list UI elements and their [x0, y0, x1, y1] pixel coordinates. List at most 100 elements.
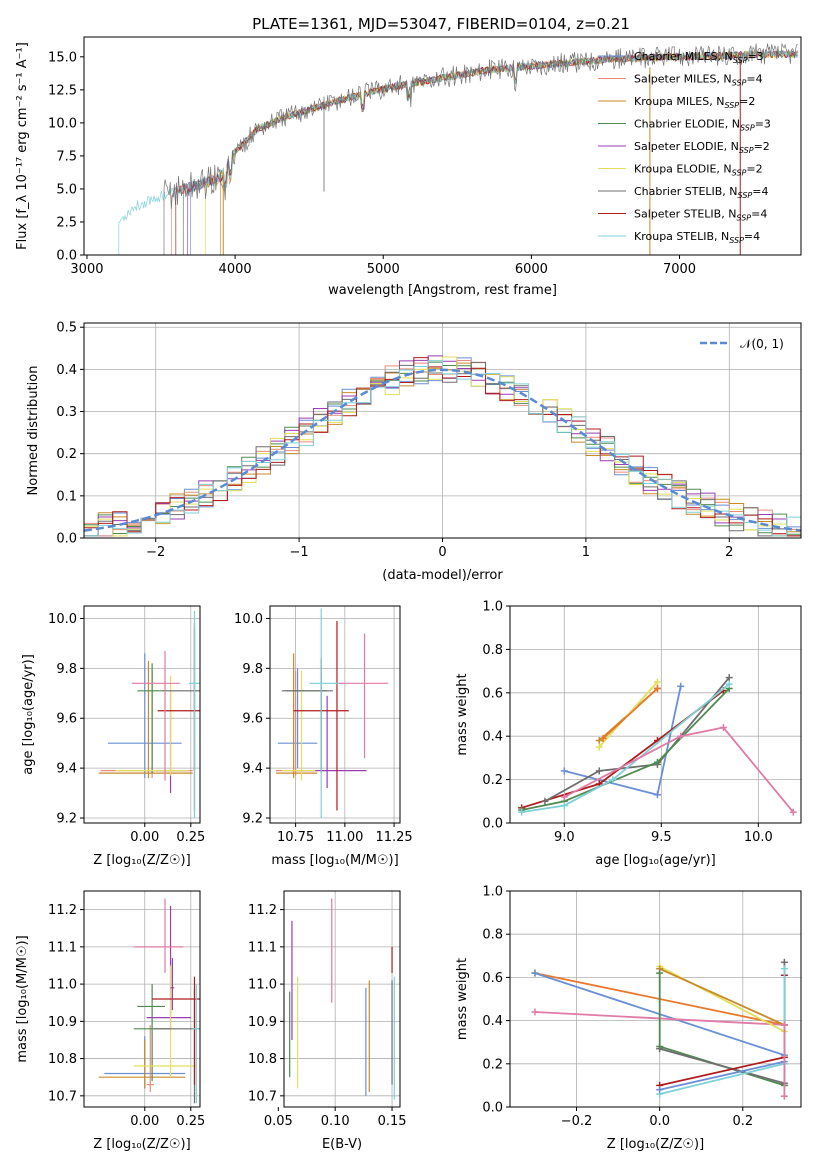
weight-marker [560, 767, 568, 775]
mass-vs-Z-axes [84, 891, 200, 1107]
mass-vs-Z-xlabel: Z [log₁₀(Z/Z☉)] [93, 1137, 190, 1152]
legend-subscript: SSP [736, 214, 751, 223]
residuals-xtick-label: 0 [438, 545, 446, 560]
weight-vs-age-ytick-label: 0.4 [482, 730, 503, 745]
spectrum-xtick-label: 4000 [219, 262, 252, 277]
weight-marker [595, 743, 603, 751]
normal-curve [84, 368, 801, 532]
legend-subscript: SSP [732, 79, 747, 88]
weight-marker [595, 737, 603, 745]
age-vs-mass-ytick-label: 10.0 [234, 612, 263, 627]
weight-marker [780, 958, 788, 966]
age-vs-Z-border [83, 605, 201, 824]
age-vs-mass-axes [270, 606, 400, 823]
weight-vs-Z-ylabel: mass weight [455, 958, 470, 1040]
weight-marker [656, 1045, 664, 1053]
age-vs-mass-xtick-label: 11.00 [326, 830, 363, 845]
spectrum-legend-entry: Salpeter MILES, NSSP=4 [634, 73, 763, 88]
mass-vs-Z-ytick-label: 10.8 [48, 1052, 77, 1067]
mass-vs-ebv-ytick-label: 11.1 [248, 940, 277, 955]
age-vs-mass-ytick-label: 9.4 [242, 762, 263, 777]
weight-vs-age-xlabel: age [log₁₀(age/yr)] [595, 853, 716, 868]
weight-vs-age-border [509, 605, 802, 824]
age-vs-Z-xlabel: Z [log₁₀(Z/Z☉)] [93, 853, 190, 868]
errorbar-point [338, 633, 389, 759]
spectrum-legend-entry: Kroupa STELIB, NSSP=4 [634, 230, 760, 245]
weight-vs-Z-xlabel: Z [log₁₀(Z/Z☉)] [607, 1137, 704, 1152]
mass-vs-ebv-ytick-label: 10.7 [248, 1089, 277, 1104]
mass-vs-Z-ytick-label: 11.1 [48, 940, 77, 955]
legend-subscript: SSP [732, 169, 747, 178]
legend-label-suffix: =3 [755, 118, 771, 131]
residuals-ytick-label: 0.5 [56, 321, 77, 336]
weight-vs-Z-ytick-label: 0.4 [482, 1014, 503, 1029]
mass-vs-ebv-border [283, 890, 401, 1108]
mass-vs-Z-ytick-label: 11.0 [48, 978, 77, 993]
mass-vs-Z-ylabel: mass [log₁₀(M/M☉)] [15, 935, 30, 1062]
histogram-kroupa-stelib [84, 360, 801, 538]
weight-vs-Z-xtick-label: 0.2 [732, 1114, 753, 1129]
spectrum-frame: 3000 4000 5000 6000 7000 0.0 2.5 5.0 7.5 10.0 12.5… [15, 36, 802, 298]
spectrum-title: PLATE=1361, MJD=53047, FIBERID=0104, z=0… [252, 15, 630, 33]
weight-line [521, 687, 730, 811]
weight-marker [531, 969, 539, 977]
legend-label-suffix: =4 [751, 208, 767, 221]
errorbar-point [98, 660, 193, 779]
legend-label-suffix: =4 [752, 185, 768, 198]
weight-vs-Z-ytick-label: 0.6 [482, 971, 503, 986]
weight-line [659, 967, 785, 1026]
errorbar-point [107, 653, 182, 779]
errorbar-point [188, 610, 200, 819]
spectrum-ytick-label: 0.0 [56, 249, 77, 264]
errorbar-point [133, 898, 184, 973]
weight-line [602, 687, 659, 740]
age-vs-mass-xtick-label: 10.75 [277, 830, 314, 845]
weight-marker [725, 674, 733, 682]
weight-vs-Z-ytick-label: 1.0 [482, 885, 503, 900]
legend-subscript: SSP [729, 236, 744, 245]
age-vs-mass-xtick-label: 11.25 [375, 830, 412, 845]
legend-label-text: Chabrier ELODIE, N [634, 118, 740, 131]
errorbar-point [115, 675, 189, 776]
weight-vs-Z-xtick-label: −0.2 [561, 1114, 593, 1129]
mass-vs-ebv-xtick-label: 0.15 [378, 1114, 407, 1129]
errorbar-point [137, 663, 166, 774]
weight-marker [609, 776, 617, 784]
residuals-frame: −2 −1 0 1 2 0.0 0.1 0.2 0.3 0.4 0.5 (data-model)/er… [26, 321, 802, 583]
legend-label-suffix: =4 [746, 73, 762, 86]
weight-marker [531, 1008, 539, 1016]
spectrum-xtick-label: 6000 [515, 262, 548, 277]
weight-vs-age-ytick-label: 1.0 [482, 600, 503, 615]
mass-vs-ebv-ytick-label: 11.0 [248, 978, 277, 993]
residuals-plot-area [84, 355, 801, 538]
residuals-xtick-label: 2 [725, 545, 733, 560]
residuals-xlabel: (data-model)/error [382, 568, 503, 583]
weight-marker [653, 758, 661, 766]
residuals-ylabel: Normed distribution [26, 366, 41, 496]
weight-vs-age-ytick-label: 0.6 [482, 686, 503, 701]
weight-vs-Z-ytick-label: 0.2 [482, 1057, 503, 1072]
weight-marker [656, 1086, 664, 1094]
weight-vs-Z-plot-area [531, 958, 788, 1100]
spectrum-xtick-label: 3000 [70, 262, 103, 277]
legend-label-text: Kroupa MILES, N [634, 95, 724, 108]
weight-line [659, 1060, 785, 1091]
spectrum-xtick-label: 5000 [367, 262, 400, 277]
residuals-xtick-label: 1 [582, 545, 590, 560]
age-vs-Z-ytick-label: 9.8 [56, 662, 77, 677]
weight-marker [595, 767, 603, 775]
legend-label-text: Salpeter STELIB, N [634, 208, 736, 221]
mass-vs-ebv-frame: 0.05 0.10 0.15 10.7 10.8 10.9 11.0 11.1 11.2 E(B-… [248, 890, 407, 1152]
residuals-ytick-label: 0.2 [56, 447, 77, 462]
legend-label-suffix: =2 [754, 140, 770, 153]
age-vs-mass-border [269, 605, 401, 824]
age-vs-Z-ytick-label: 9.4 [56, 762, 77, 777]
legend-subscript: SSP [740, 124, 755, 133]
weight-vs-age-ytick-label: 0.2 [482, 773, 503, 788]
errorbar-point [309, 608, 341, 819]
age-vs-mass-ytick-label: 9.8 [242, 662, 263, 677]
age-vs-Z-ylabel: age [log₁₀(age/yr)] [21, 654, 36, 775]
residuals-xtick-label: −2 [146, 545, 165, 560]
age-vs-mass-xlabel: mass [log₁₀(M/M☉)] [271, 853, 398, 868]
